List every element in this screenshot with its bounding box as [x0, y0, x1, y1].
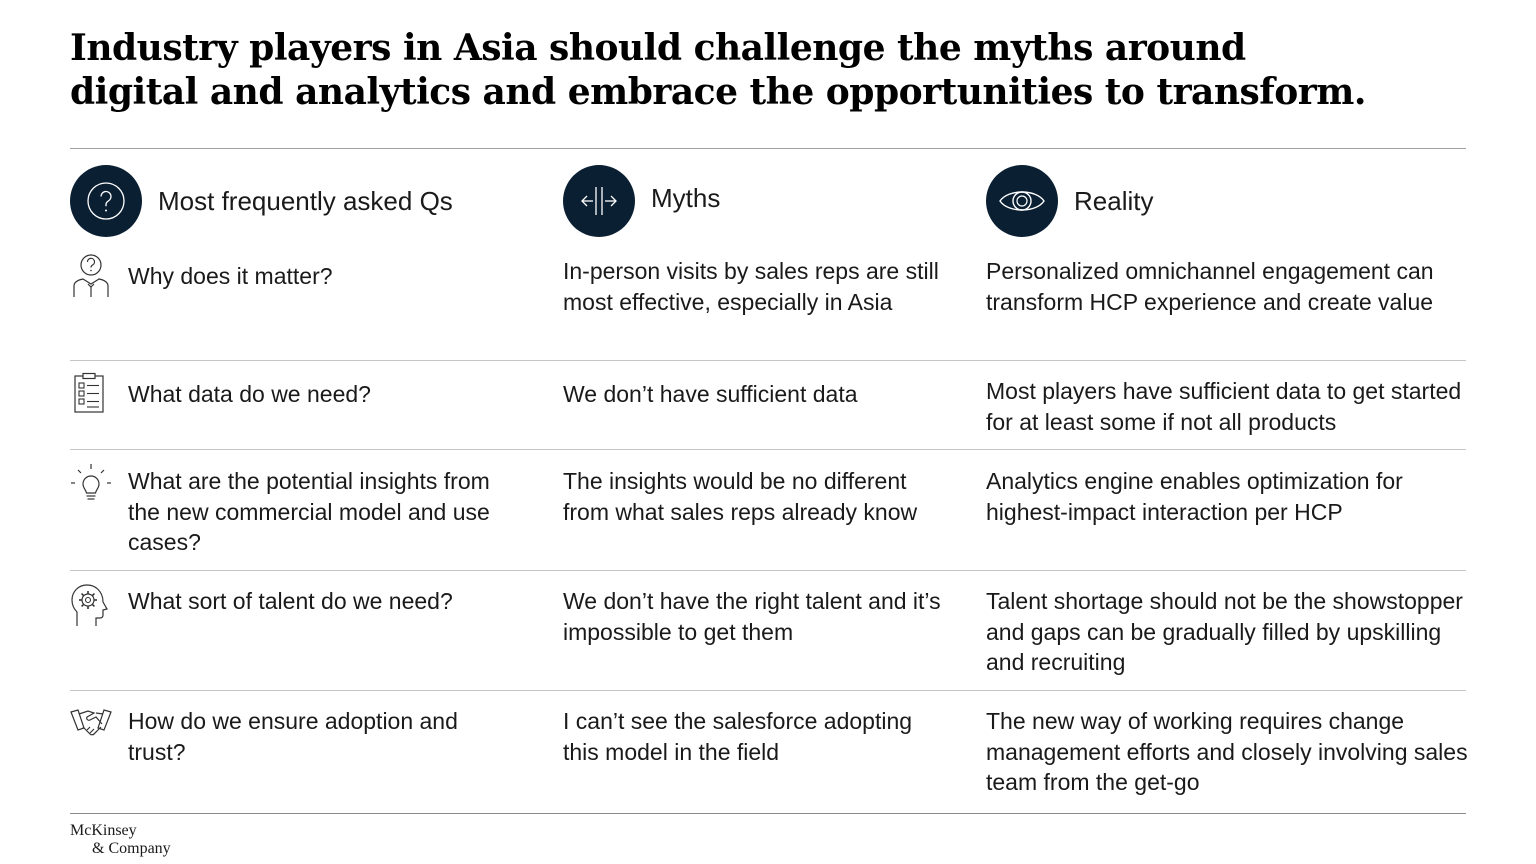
header-reality: Reality — [986, 165, 1153, 237]
question-circle-icon — [70, 165, 142, 237]
head-gear-icon — [71, 584, 108, 626]
eye-icon — [986, 165, 1058, 237]
logo-line-1: McKinsey — [70, 822, 137, 839]
row-5-question: How do we ensure adoption and trust? — [128, 708, 458, 765]
row-4-question: What sort of talent do we need? — [128, 588, 453, 614]
row-5-reality: The new way of working requires change m… — [986, 708, 1468, 795]
header-questions-label: Most frequently asked Qs — [158, 185, 453, 216]
page-title: Industry players in Asia should challeng… — [70, 27, 1366, 113]
row-1-reality: Personalized omnichannel engagement can … — [986, 258, 1434, 315]
row-2-myth: We don’t have sufficient data — [563, 381, 858, 407]
header-reality-label: Reality — [1074, 185, 1154, 216]
handshake-icon — [70, 709, 112, 736]
split-arrows-icon — [563, 165, 635, 237]
row-2-reality: Most players have sufficient data to get… — [986, 378, 1462, 435]
row-4-reality: Talent shortage should not be the showst… — [986, 588, 1463, 675]
row-divider — [70, 690, 1466, 691]
lightbulb-icon — [71, 464, 111, 500]
checklist-icon — [74, 372, 104, 413]
top-divider — [70, 148, 1466, 149]
row-1-myth: In-person visits by sales reps are still… — [563, 258, 939, 315]
logo-line-2: & Company — [92, 840, 171, 857]
header-myths: Myths — [563, 165, 720, 237]
row-divider — [70, 360, 1466, 361]
mckinsey-logo: McKinsey & Company — [70, 822, 171, 858]
row-3-myth: The insights would be no different from … — [563, 468, 918, 525]
person-question-icon — [73, 254, 109, 297]
header-questions: Most frequently asked Qs — [70, 165, 453, 237]
row-divider — [70, 570, 1466, 571]
row-1-question: Why does it matter? — [128, 263, 333, 289]
row-2-question: What data do we need? — [128, 381, 371, 407]
row-3-question: What are the potential insights from the… — [128, 468, 490, 555]
row-4-myth: We don’t have the right talent and it’s … — [563, 588, 941, 645]
header-myths-label: Myths — [651, 182, 721, 213]
row-5-myth: I can’t see the salesforce adopting this… — [563, 708, 913, 765]
row-divider — [70, 449, 1466, 450]
bottom-divider — [70, 813, 1466, 814]
row-3-reality: Analytics engine enables optimization fo… — [986, 468, 1403, 525]
